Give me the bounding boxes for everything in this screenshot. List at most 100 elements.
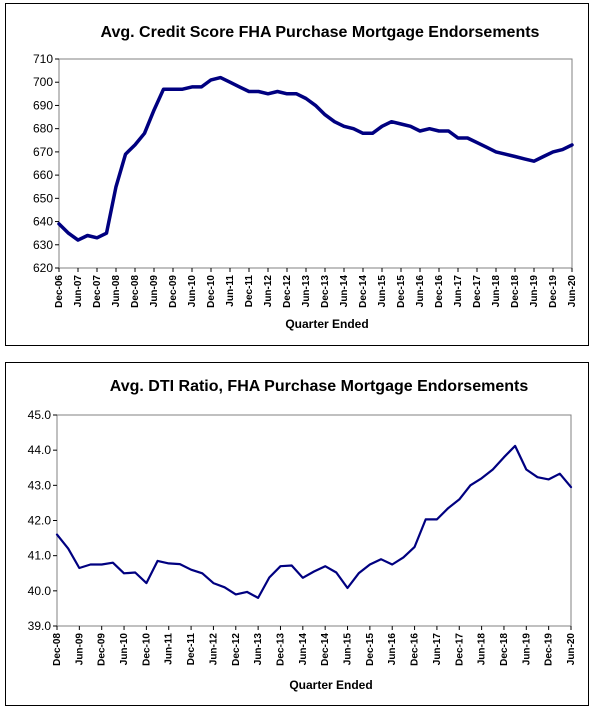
data-point <box>467 137 468 139</box>
x-tick-label: Jun-15 <box>343 633 354 666</box>
data-point <box>381 125 383 127</box>
x-tick-label: Jun-18 <box>491 275 502 308</box>
data-point <box>239 86 240 88</box>
data-point <box>324 565 326 567</box>
data-point <box>313 571 315 572</box>
data-point <box>163 88 164 90</box>
x-tick-label: Jun-14 <box>298 633 309 666</box>
data-point <box>296 93 297 95</box>
x-tick-label: Jun-16 <box>387 633 398 666</box>
data-point <box>302 577 304 579</box>
y-tick-label: 710 <box>33 52 53 66</box>
y-tick-label: 640 <box>33 215 53 229</box>
data-point <box>77 239 79 241</box>
data-point <box>286 93 288 95</box>
data-point <box>224 586 226 588</box>
x-tick-label: Dec-09 <box>97 633 108 666</box>
data-point <box>362 132 364 134</box>
x-tick-label: Jun-16 <box>415 275 426 308</box>
data-point <box>212 582 214 584</box>
data-point <box>235 593 237 595</box>
data-point <box>391 564 393 565</box>
data-point <box>90 564 91 565</box>
data-point <box>537 476 538 478</box>
x-tick-label: Jun-11 <box>225 275 236 307</box>
x-tick-label: Jun-12 <box>208 633 219 666</box>
series-line <box>57 75 574 242</box>
data-point <box>153 109 155 111</box>
data-point <box>115 186 117 188</box>
data-point <box>369 564 371 565</box>
data-point <box>347 587 348 589</box>
y-tick-label: 39.0 <box>28 619 52 633</box>
x-tick-label: Jun-14 <box>339 275 350 308</box>
data-point <box>380 558 382 560</box>
credit-score-chart: Avg. Credit Score FHA Purchase Mortgage … <box>33 24 578 331</box>
x-tick-label: Dec-16 <box>410 633 421 666</box>
x-tick-label: Dec-14 <box>358 275 369 308</box>
x-tick-label: Dec-17 <box>454 633 465 666</box>
x-tick-label: Dec-18 <box>499 633 510 666</box>
data-point <box>505 153 506 155</box>
data-point <box>191 86 193 88</box>
series-line <box>55 444 573 599</box>
data-point <box>78 567 80 569</box>
data-point <box>145 582 147 584</box>
data-point <box>414 546 416 548</box>
data-point <box>447 507 449 509</box>
data-point <box>562 149 563 151</box>
data-point <box>458 498 460 500</box>
y-tick-label: 700 <box>33 75 53 89</box>
data-point <box>258 91 259 92</box>
x-tick-label: Jun-10 <box>119 633 130 666</box>
y-tick-label: 670 <box>33 145 53 159</box>
y-tick-label: 41.0 <box>28 549 52 563</box>
y-tick-label: 45.0 <box>28 408 52 422</box>
data-point <box>182 88 183 90</box>
data-point <box>492 469 494 470</box>
data-point <box>514 445 516 447</box>
data-point <box>58 223 60 225</box>
data-point <box>436 518 438 520</box>
data-point <box>448 130 449 132</box>
x-tick-label: Jun-17 <box>453 275 464 308</box>
y-tick-label: 42.0 <box>28 514 52 528</box>
data-point <box>172 88 174 90</box>
data-point <box>425 518 427 520</box>
x-tick-label: Jun-13 <box>301 275 312 308</box>
chart-title: Avg. DTI Ratio, FHA Purchase Mortgage En… <box>110 378 529 395</box>
data-point <box>210 79 212 81</box>
x-axis-label: Quarter Ended <box>285 317 368 331</box>
x-tick-label: Dec-10 <box>206 275 217 308</box>
x-tick-label: Dec-06 <box>54 275 65 308</box>
data-point <box>144 132 145 134</box>
data-point <box>552 151 554 153</box>
chart-title: Avg. Credit Score FHA Purchase Mortgage … <box>101 24 540 41</box>
data-point <box>87 235 88 236</box>
dti-ratio-chart: Avg. DTI Ratio, FHA Purchase Mortgage En… <box>28 378 577 692</box>
data-point <box>229 81 231 83</box>
data-point <box>291 565 293 566</box>
data-point <box>525 469 527 470</box>
data-point <box>96 237 98 239</box>
x-tick-label: Dec-13 <box>275 633 286 666</box>
y-tick-label: 43.0 <box>28 478 52 492</box>
data-point <box>56 534 58 536</box>
data-point <box>67 548 69 550</box>
data-point <box>190 569 192 571</box>
x-tick-label: Jun-12 <box>263 275 274 308</box>
plot-area <box>58 58 573 269</box>
x-tick-label: Dec-12 <box>282 275 293 308</box>
data-point <box>391 121 392 123</box>
x-tick-label: Dec-11 <box>244 275 255 308</box>
x-tick-label: Dec-11 <box>186 633 197 666</box>
x-tick-label: Dec-14 <box>320 633 331 666</box>
x-tick-label: Dec-13 <box>320 275 331 308</box>
data-point <box>343 125 345 127</box>
data-point <box>123 572 125 574</box>
x-tick-label: Dec-19 <box>544 633 555 666</box>
x-tick-label: Dec-07 <box>92 275 103 308</box>
data-point <box>495 151 497 153</box>
x-tick-label: Jun-19 <box>521 633 532 666</box>
data-point <box>571 144 573 146</box>
